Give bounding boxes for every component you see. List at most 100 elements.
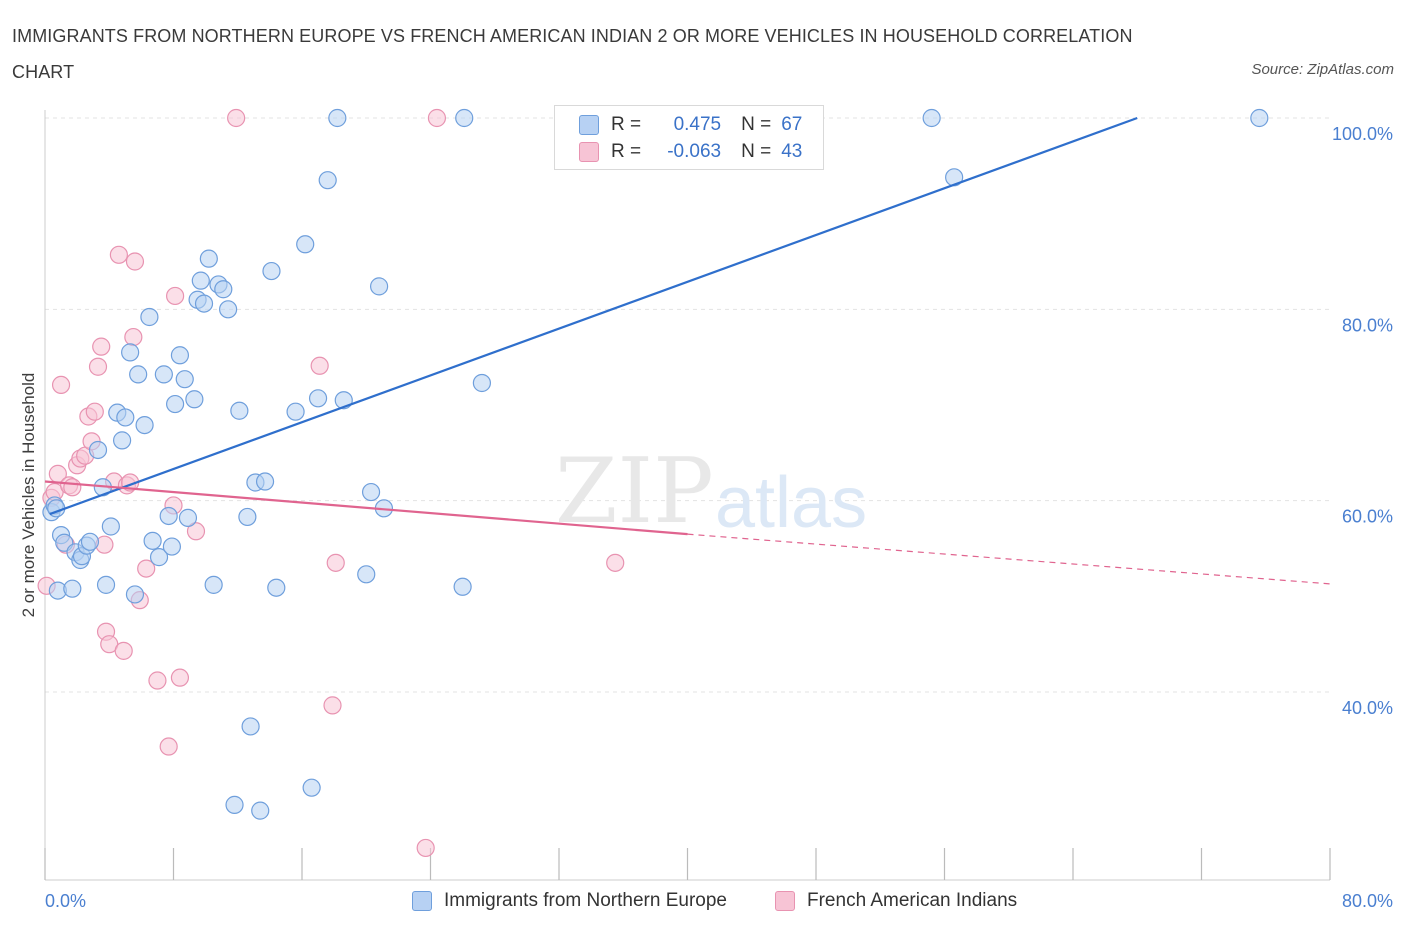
x-tick-label: 0.0% (45, 891, 86, 911)
point-immigrants-northern-europe (214, 280, 233, 299)
y-axis-label: 2 or more Vehicles in Household (19, 373, 38, 618)
point-french-american-indians (416, 838, 435, 858)
point-immigrants-northern-europe (296, 235, 315, 254)
point-immigrants-northern-europe (191, 271, 210, 290)
point-immigrants-northern-europe (225, 795, 244, 814)
trend-lines (44, 116, 1331, 585)
point-immigrants-northern-europe (453, 577, 472, 596)
legend-r-label: R = (611, 114, 642, 135)
point-french-american-indians (124, 327, 143, 347)
legend-row-pink: R = -0.063 N = 43 (579, 140, 802, 164)
point-immigrants-northern-europe (121, 343, 140, 362)
trend-line-blue (49, 116, 1138, 516)
point-immigrants-northern-europe (251, 801, 270, 820)
point-immigrants-northern-europe (370, 277, 389, 296)
point-immigrants-northern-europe (135, 415, 154, 435)
point-immigrants-northern-europe (204, 575, 223, 594)
point-immigrants-northern-europe (178, 508, 198, 527)
point-immigrants-northern-europe (166, 394, 185, 414)
point-french-american-indians (427, 108, 447, 128)
point-french-american-indians (166, 286, 185, 306)
bottom-legend-swatch-blue (412, 891, 432, 911)
point-french-american-indians (137, 559, 156, 578)
legend-row-blue: R = 0.475 N = 67 (579, 113, 802, 137)
point-immigrants-northern-europe (80, 532, 100, 551)
point-immigrants-northern-europe (170, 346, 190, 365)
legend-swatch-pink (579, 142, 599, 162)
point-immigrants-northern-europe (328, 108, 347, 128)
point-immigrants-northern-europe (1250, 108, 1269, 128)
point-immigrants-northern-europe (472, 373, 491, 393)
point-immigrants-northern-europe (96, 575, 116, 594)
point-immigrants-northern-europe (922, 108, 941, 128)
axes (44, 110, 1331, 881)
point-immigrants-northern-europe (194, 294, 214, 313)
point-immigrants-northern-europe (230, 401, 249, 420)
watermark: ZIP atlas (555, 439, 867, 544)
point-immigrants-northern-europe (302, 778, 321, 797)
point-immigrants-northern-europe (255, 472, 275, 491)
series-immigrants-northern-europe (42, 108, 1269, 820)
point-immigrants-northern-europe (154, 365, 173, 384)
bottom-legend-pink: French American Indians (775, 887, 1017, 915)
point-french-american-indians (170, 668, 190, 687)
y-tick-label: 60.0% (1342, 507, 1393, 527)
point-immigrants-northern-europe (308, 389, 328, 408)
legend-r-label: R = (611, 141, 642, 162)
point-french-american-indians (159, 737, 178, 756)
point-french-american-indians (310, 356, 329, 375)
point-french-american-indians (606, 553, 625, 572)
point-french-american-indians (323, 696, 342, 715)
y-tick-label: 100.0% (1332, 124, 1393, 144)
watermark-atlas: atlas (715, 463, 867, 543)
point-immigrants-northern-europe (149, 548, 169, 567)
legend-r-value: -0.063 (667, 141, 722, 162)
point-french-american-indians (63, 478, 82, 497)
trend-line-pink (44, 480, 688, 536)
y-tick-label: 80.0% (1342, 315, 1393, 335)
point-french-american-indians (186, 522, 206, 541)
point-immigrants-northern-europe (125, 585, 145, 604)
point-immigrants-northern-europe (140, 307, 159, 327)
legend-r-value: 0.475 (673, 114, 722, 135)
point-immigrants-northern-europe (262, 261, 281, 281)
point-immigrants-northern-europe (286, 402, 305, 421)
point-immigrants-northern-europe (185, 390, 204, 409)
legend-swatch-blue (579, 115, 599, 135)
legend-n-label: N = (741, 114, 772, 135)
correlation-legend: R = 0.475 N = 67 R = -0.063 N = 43 (554, 105, 824, 170)
point-immigrants-northern-europe (238, 507, 257, 527)
point-french-american-indians (92, 337, 111, 356)
point-immigrants-northern-europe (219, 300, 238, 319)
point-immigrants-northern-europe (63, 579, 82, 598)
point-french-american-indians (51, 375, 71, 395)
series-french-american-indians (37, 108, 625, 858)
trend-line-pink-extension (687, 533, 1331, 585)
point-french-american-indians (125, 252, 145, 271)
bottom-legend-label-pink: French American Indians (807, 890, 1018, 911)
point-french-american-indians (114, 641, 133, 660)
legend-n-value: 43 (781, 141, 803, 162)
point-immigrants-northern-europe (199, 249, 218, 268)
y-tick-label: 40.0% (1342, 698, 1393, 718)
legend-n-value: 67 (781, 114, 803, 135)
point-immigrants-northern-europe (162, 537, 181, 556)
point-immigrants-northern-europe (112, 431, 132, 450)
point-immigrants-northern-europe (455, 108, 474, 128)
point-immigrants-northern-europe (101, 517, 120, 536)
point-immigrants-northern-europe (175, 370, 194, 389)
point-immigrants-northern-europe (116, 408, 135, 427)
bottom-legend-label-blue: Immigrants from Northern Europe (444, 890, 727, 911)
point-immigrants-northern-europe (241, 717, 260, 736)
point-immigrants-northern-europe (143, 531, 162, 550)
legend-n-label: N = (741, 141, 772, 162)
point-immigrants-northern-europe (159, 506, 178, 526)
point-immigrants-northern-europe (357, 565, 376, 584)
point-french-american-indians (109, 245, 128, 264)
point-immigrants-northern-europe (267, 578, 286, 597)
chart-title: IMMIGRANTS FROM NORTHERN EUROPE VS FRENC… (12, 26, 1133, 82)
x-tick-labels: 0.0% 80.0% (45, 891, 1393, 911)
point-immigrants-northern-europe (129, 365, 148, 384)
point-french-american-indians (88, 357, 108, 376)
